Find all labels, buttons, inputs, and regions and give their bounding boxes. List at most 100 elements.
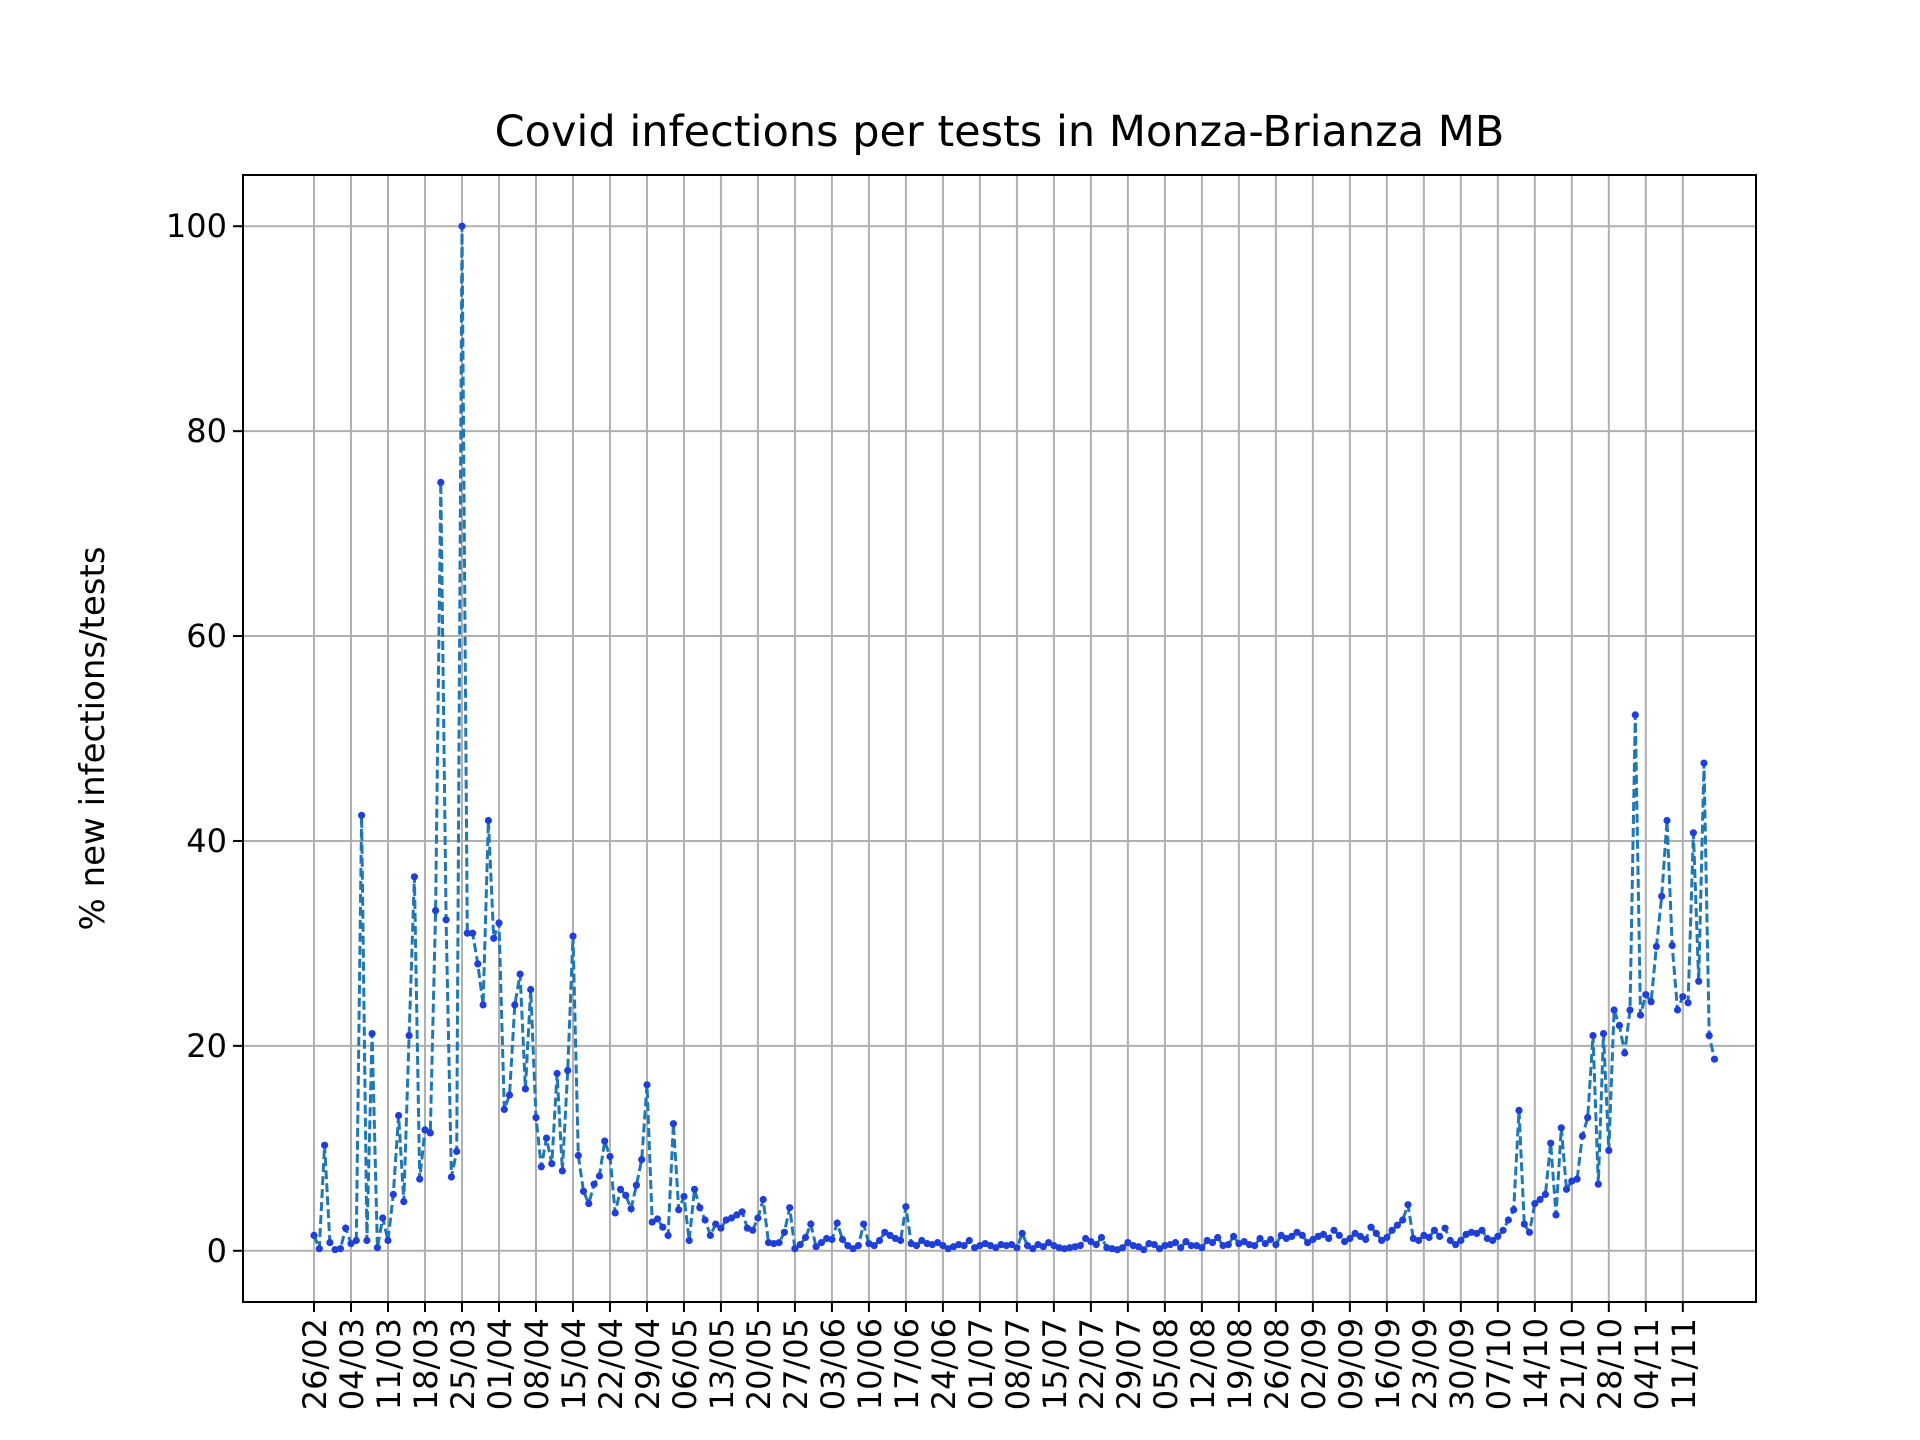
data-point [1288,1232,1296,1240]
x-tick-label: 16/09 [1369,1318,1407,1410]
data-point [759,1195,767,1204]
data-point [733,1211,741,1219]
data-point [653,1215,662,1223]
chart-title: Covid infections per tests in Monza-Bria… [495,107,1505,157]
data-point [1489,1236,1497,1245]
data-point [1436,1232,1444,1240]
data-point [1562,1185,1571,1193]
data-point [1261,1240,1269,1248]
data-point [1499,1226,1507,1234]
data-point [1372,1229,1380,1237]
data-point [1351,1229,1359,1237]
x-tick-label: 15/04 [555,1318,593,1410]
data-point [749,1226,757,1234]
data-point [542,1134,551,1142]
data-point [1552,1211,1560,1219]
data-point [1362,1235,1370,1244]
series-layer [310,222,1719,1254]
data-point [643,1081,651,1089]
data-point [1531,1200,1539,1208]
x-tick-label: 24/06 [925,1318,963,1410]
data-point [669,1120,678,1128]
data-point [342,1224,350,1232]
data-point [1325,1234,1333,1243]
data-point [347,1240,355,1248]
y-tick-label: 0 [207,1232,227,1270]
data-point [833,1219,841,1227]
data-point [1378,1236,1386,1245]
data-point [817,1239,826,1247]
data-point [558,1167,567,1175]
data-point [479,1001,487,1009]
data-point [1293,1228,1301,1236]
data-point [1663,816,1671,825]
y-tick-label: 100 [166,207,227,245]
data-point [564,1066,572,1075]
data-point [1335,1231,1343,1239]
data-point [1177,1244,1185,1252]
data-point [379,1214,387,1222]
data-point [965,1236,973,1245]
x-tick-label: 08/07 [999,1318,1037,1410]
data-point [1367,1223,1375,1231]
data-point [780,1228,789,1236]
data-point [1430,1226,1438,1234]
data-point [1621,1049,1629,1057]
x-tick-label: 01/07 [962,1318,1000,1410]
data-point [1076,1242,1084,1250]
x-tick-label: 12/08 [1184,1318,1222,1410]
data-point [1589,1032,1597,1040]
data-point [1097,1233,1106,1242]
data-point [1573,1175,1581,1183]
data-point [595,1172,604,1180]
x-tick-label: 20/05 [740,1318,778,1410]
data-point [500,1105,508,1113]
grid [243,175,1756,1302]
data-point [1584,1114,1592,1122]
data-point [622,1191,630,1199]
data-point [680,1192,688,1201]
data-point [611,1209,619,1217]
data-point [1124,1239,1132,1247]
data-point [1029,1245,1037,1253]
y-axis-label: % new infections/tests [73,546,113,930]
data-point [326,1239,334,1247]
y-tick-label: 40 [186,822,227,860]
data-point [638,1156,646,1164]
data-point [1187,1242,1195,1250]
data-point [616,1185,625,1193]
data-point [1642,991,1650,999]
data-point [1578,1132,1586,1140]
data-point [400,1198,408,1206]
data-point [1520,1220,1528,1228]
data-point [358,811,366,819]
data-point [495,919,503,927]
data-point [1388,1226,1396,1234]
x-tick-label: 05/08 [1147,1318,1185,1410]
data-point [410,873,418,881]
data-point [1473,1229,1481,1237]
data-point [416,1175,424,1183]
data-point [696,1204,704,1212]
data-point [537,1163,545,1171]
data-point [886,1231,894,1239]
data-point [521,1085,530,1093]
data-point [1399,1216,1407,1224]
data-point [1023,1242,1032,1250]
data-point [1393,1221,1401,1229]
x-tick-label: 19/08 [1221,1318,1259,1410]
data-point [1341,1238,1349,1246]
data-point [1156,1245,1164,1253]
data-point [421,1126,429,1134]
data-point [918,1236,926,1245]
x-tick-label: 11/03 [370,1318,408,1410]
data-point [458,222,466,230]
data-point [881,1228,889,1236]
data-point [1267,1235,1275,1244]
y-axis: 0 20 40 60 80 100 [166,207,243,1270]
data-point [389,1190,397,1198]
data-point [1119,1244,1127,1252]
data-point [632,1181,641,1189]
data-point [1272,1241,1280,1249]
